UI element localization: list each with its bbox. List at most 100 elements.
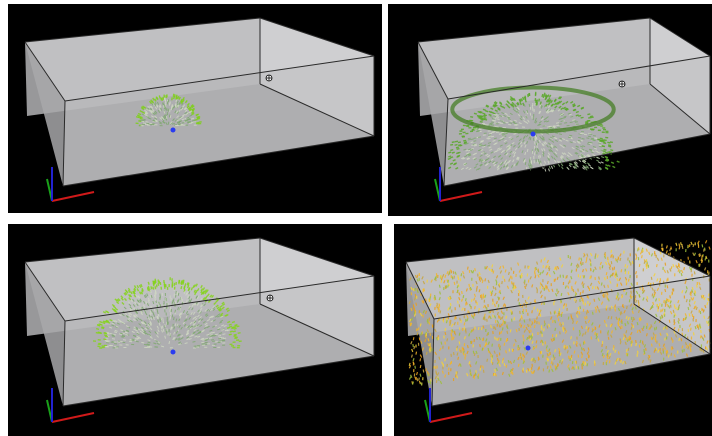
particle xyxy=(497,284,501,288)
particle xyxy=(607,284,609,288)
particle xyxy=(143,331,147,335)
particle xyxy=(591,329,594,333)
particle xyxy=(101,326,105,330)
particle xyxy=(186,102,190,106)
particle xyxy=(189,321,193,325)
particle xyxy=(546,264,549,268)
particle xyxy=(211,294,215,299)
particle xyxy=(120,329,124,332)
particle xyxy=(178,116,182,119)
particle xyxy=(586,253,589,257)
particle xyxy=(140,106,145,110)
particle xyxy=(444,358,447,362)
particle xyxy=(173,326,176,330)
particle xyxy=(469,373,473,377)
particle xyxy=(547,155,550,159)
particle xyxy=(507,105,511,109)
particle xyxy=(581,297,584,302)
particle xyxy=(123,306,127,310)
particle xyxy=(576,310,579,315)
particle xyxy=(553,157,557,161)
particle xyxy=(196,295,200,300)
particle xyxy=(568,113,572,116)
particle xyxy=(581,160,585,164)
particle xyxy=(129,312,133,316)
particle xyxy=(149,312,152,316)
particle xyxy=(180,326,183,330)
particle xyxy=(559,156,563,160)
particle xyxy=(180,286,183,290)
particle xyxy=(480,159,484,162)
particle xyxy=(219,305,223,308)
particle xyxy=(642,297,645,301)
particle xyxy=(528,329,531,334)
particle xyxy=(549,365,552,369)
particle xyxy=(549,311,552,315)
particle xyxy=(190,312,193,316)
particle xyxy=(415,371,419,376)
particle xyxy=(136,288,140,292)
particle xyxy=(526,111,529,115)
particle xyxy=(601,145,606,148)
particle xyxy=(578,257,581,261)
particle xyxy=(605,271,608,276)
particle xyxy=(446,338,449,342)
particle xyxy=(177,292,180,296)
particle xyxy=(133,328,137,331)
particle xyxy=(572,141,577,143)
particle xyxy=(451,141,455,144)
particle xyxy=(561,145,565,149)
particle xyxy=(459,317,461,321)
particle xyxy=(180,334,184,338)
particle xyxy=(543,141,546,145)
particle xyxy=(178,341,182,344)
particle xyxy=(180,312,183,316)
viewport-panel-2[interactable] xyxy=(388,4,712,216)
particle xyxy=(472,143,476,146)
particle xyxy=(129,290,133,295)
particle xyxy=(531,310,533,314)
particle xyxy=(142,304,146,308)
particle xyxy=(141,341,145,344)
particle xyxy=(429,381,432,385)
particle xyxy=(200,304,203,308)
particle xyxy=(614,258,617,262)
particle xyxy=(212,319,216,322)
particle xyxy=(455,375,459,379)
particle xyxy=(466,314,469,319)
particle xyxy=(456,154,461,158)
particle xyxy=(625,337,628,341)
particle xyxy=(462,347,465,351)
particle xyxy=(494,103,498,107)
viewport-panel-1[interactable] xyxy=(8,4,382,213)
particle xyxy=(204,309,208,312)
particle xyxy=(505,164,509,168)
particle xyxy=(483,161,487,165)
particle xyxy=(539,101,542,105)
particle xyxy=(559,144,563,147)
viewport-panel-4[interactable] xyxy=(394,224,712,436)
particle xyxy=(552,302,555,306)
particle xyxy=(176,299,179,303)
particle xyxy=(704,257,707,261)
particle xyxy=(123,292,127,296)
particle xyxy=(180,98,183,103)
particle xyxy=(575,114,579,117)
particle xyxy=(414,287,417,291)
viewport-panel-3[interactable] xyxy=(8,224,382,436)
particle xyxy=(199,324,203,328)
particle xyxy=(635,342,638,347)
box-edge xyxy=(431,353,711,407)
particle xyxy=(574,161,578,164)
particle xyxy=(614,304,617,308)
particle xyxy=(522,357,525,361)
particle xyxy=(410,307,413,312)
particle xyxy=(436,372,440,376)
particle xyxy=(518,289,521,294)
particle xyxy=(587,347,590,351)
particle xyxy=(430,348,433,352)
particle xyxy=(620,319,623,323)
particle xyxy=(224,314,228,317)
particle xyxy=(612,165,616,169)
particle xyxy=(182,321,186,325)
